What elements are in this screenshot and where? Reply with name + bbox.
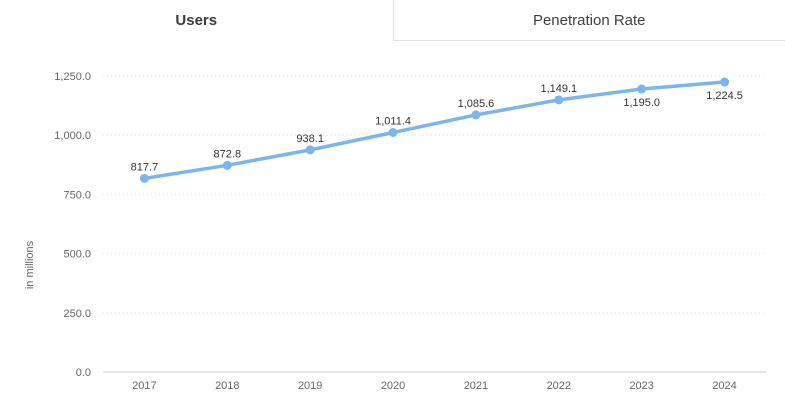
data-label-2018: 872.8: [214, 148, 242, 160]
data-label-2021: 1,085.6: [458, 98, 495, 110]
data-label-2022: 1,149.1: [540, 83, 577, 95]
tab-penetration-rate[interactable]: Penetration Rate: [392, 0, 785, 41]
y-tick-label-500: 500.0: [63, 249, 91, 261]
tab-users[interactable]: Users: [0, 0, 393, 41]
data-point-2024[interactable]: [720, 77, 730, 87]
y-tick-label-250: 250.0: [63, 308, 91, 320]
tab-users-label: Users: [175, 12, 218, 29]
y-tick-label-750: 750.0: [63, 189, 91, 201]
data-point-2023[interactable]: [637, 84, 647, 94]
data-point-2020[interactable]: [388, 128, 398, 138]
data-point-2018[interactable]: [222, 160, 232, 170]
x-tick-label-2018: 2018: [215, 380, 239, 392]
x-tick-label-2017: 2017: [132, 380, 156, 392]
data-point-2021[interactable]: [471, 110, 481, 120]
data-point-2017[interactable]: [139, 173, 149, 183]
x-tick-label-2020: 2020: [381, 380, 405, 392]
data-label-2019: 938.1: [296, 133, 324, 145]
data-label-2020: 1,011.4: [375, 116, 411, 128]
tab-bar: Users Penetration Rate: [0, 0, 785, 41]
data-label-2024: 1,224.5: [706, 90, 743, 102]
chart-area: in millions 0.0 250.0 500.0 750.0 1,000.0 1,2…: [0, 41, 785, 403]
x-tick-label-2019: 2019: [298, 380, 322, 392]
series-line-users: [142, 80, 727, 181]
y-tick-label-0: 0.0: [76, 367, 91, 379]
data-point-2022[interactable]: [554, 95, 564, 105]
x-tick-label-2021: 2021: [464, 380, 488, 392]
data-label-2017: 817.7: [131, 161, 159, 173]
tab-penetration-rate-label: Penetration Rate: [532, 11, 646, 29]
line-chart: 0.0 250.0 500.0 750.0 1,000.0 1,250.0 2017 2018…: [54, 71, 766, 392]
data-label-2023: 1,195.0: [623, 97, 660, 109]
x-tick-label-2024: 2024: [712, 380, 736, 392]
y-tick-label-1000: 1,000.0: [54, 130, 91, 142]
y-tick-label-1250: 1,250.0: [54, 71, 91, 83]
x-tick-label-2022: 2022: [547, 380, 571, 392]
data-point-2019[interactable]: [305, 145, 315, 155]
x-tick-label-2023: 2023: [629, 380, 653, 392]
